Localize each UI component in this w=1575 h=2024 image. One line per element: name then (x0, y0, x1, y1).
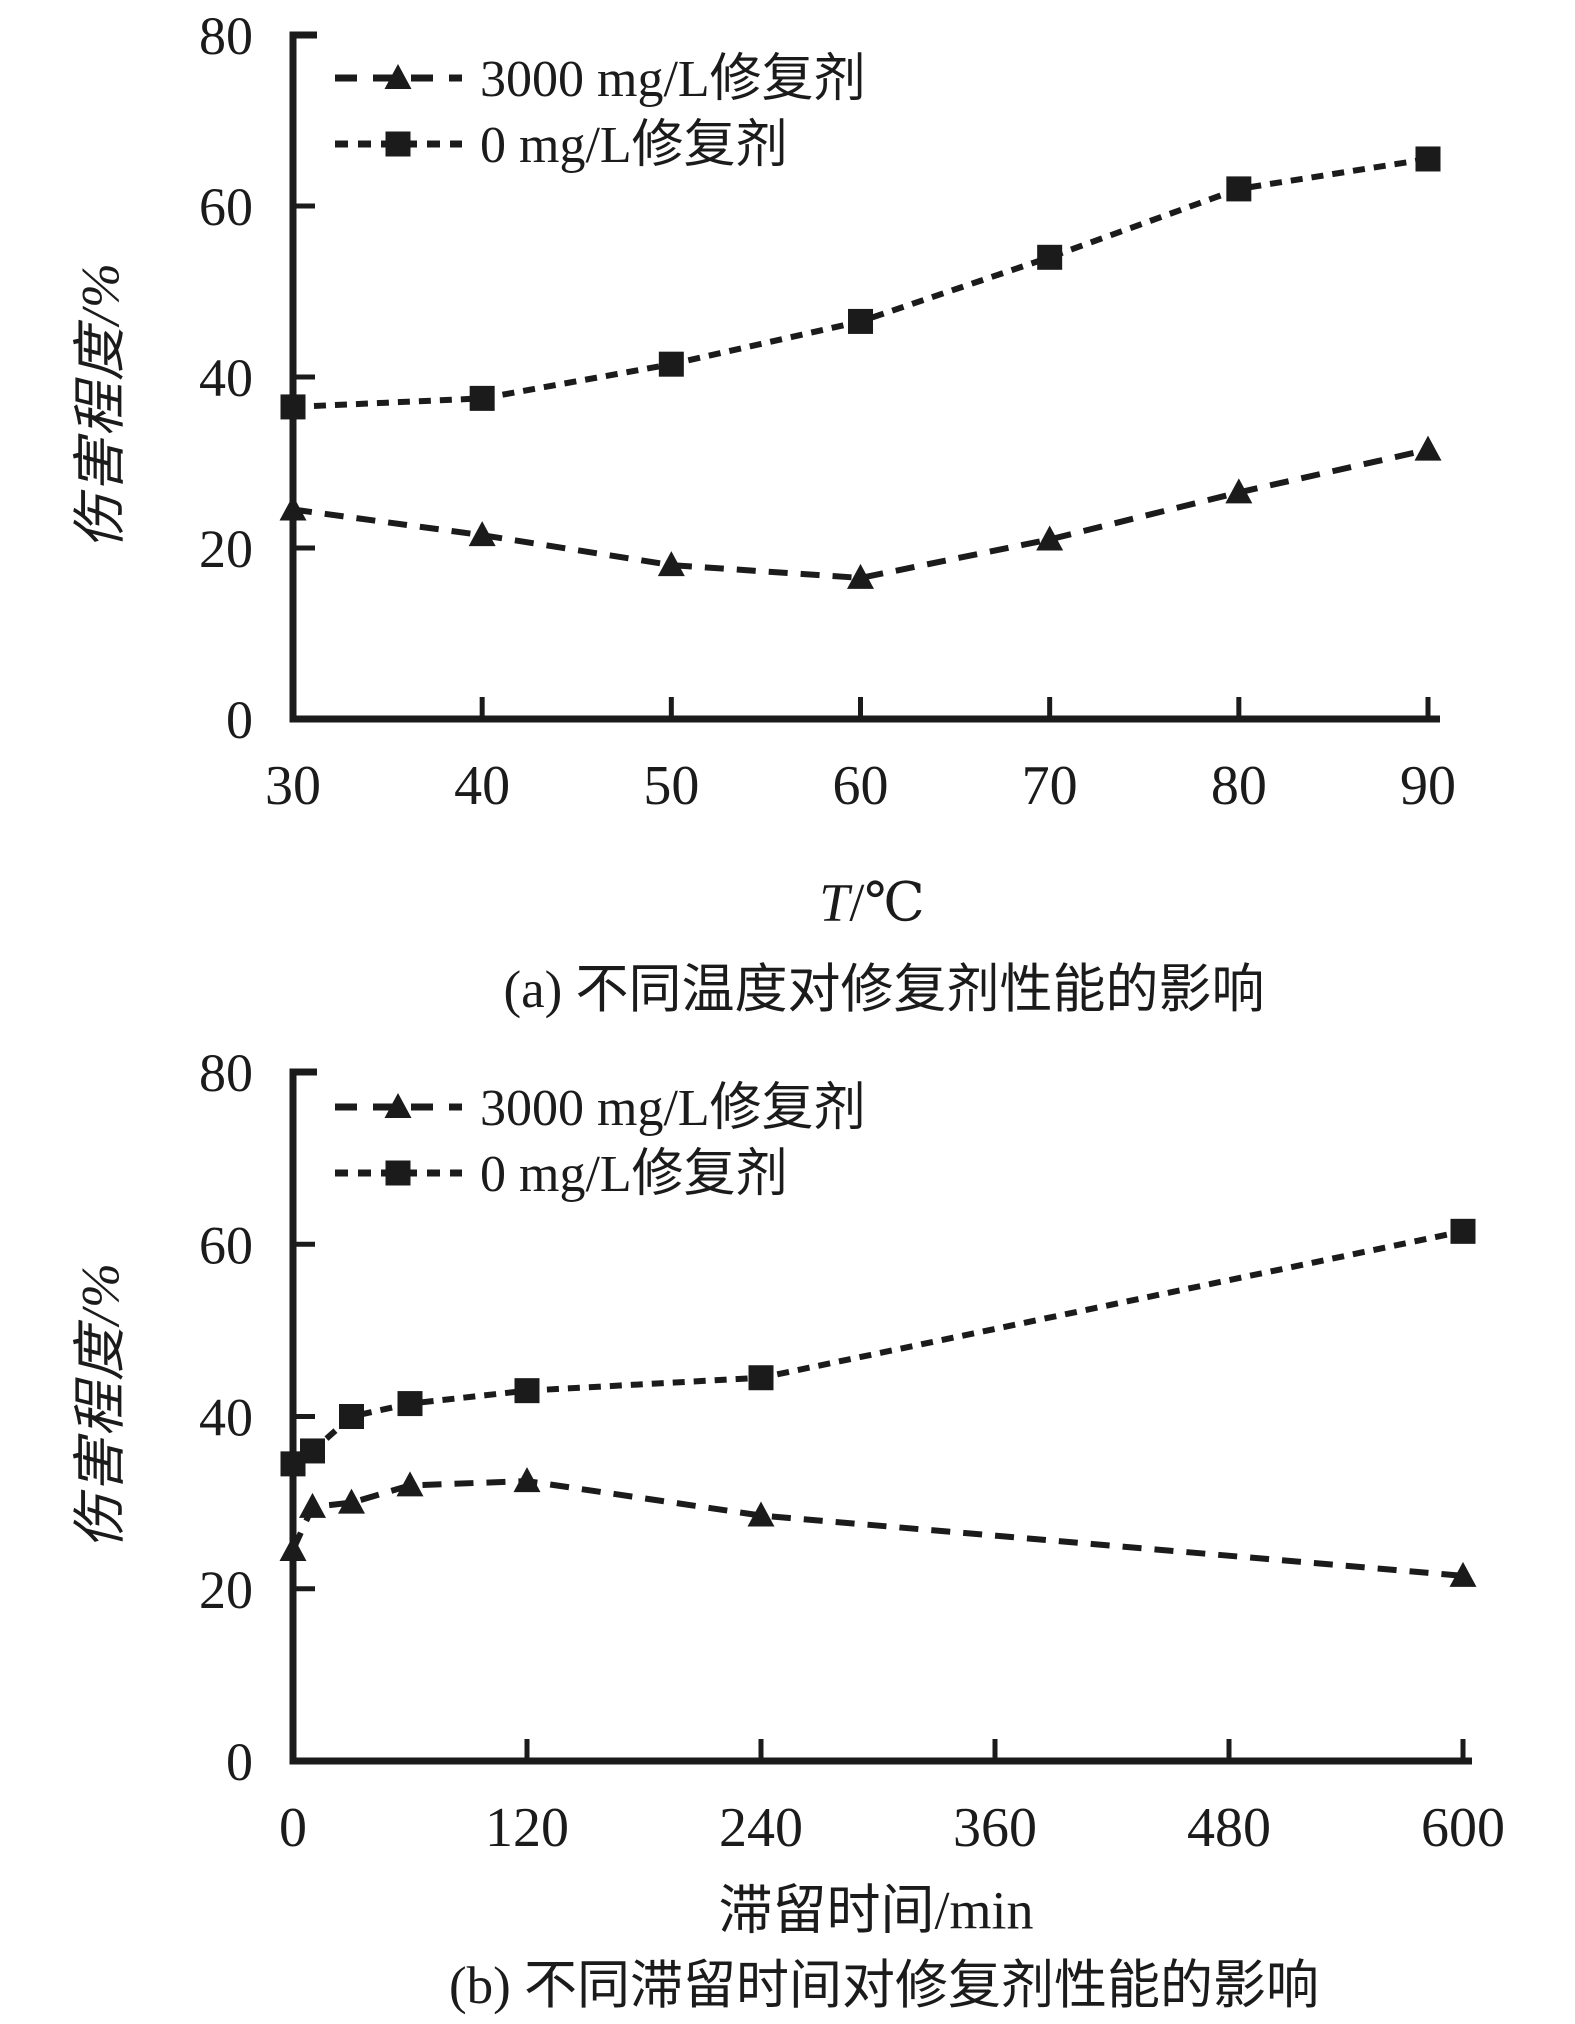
y-tick-label: 60 (199, 177, 253, 237)
data-point-triangle (747, 1501, 775, 1527)
y-tick-label: 80 (199, 6, 253, 66)
data-point-square (748, 1365, 774, 1391)
x-axis-label-b: 滞留时间/min (718, 1866, 1033, 1945)
data-point-triangle (468, 521, 496, 547)
y-tick-label: 20 (199, 1560, 253, 1620)
x-tick-label: 240 (719, 1797, 803, 1859)
data-point-triangle (279, 495, 307, 521)
series-line-triangle (290, 1478, 1464, 1579)
data-point-square (1415, 146, 1441, 172)
data-point-square (339, 1404, 364, 1429)
axes-line (289, 1068, 1472, 1765)
x-tick-label: 40 (454, 755, 510, 817)
y-axis-label-a: 伤害程度/% (70, 261, 131, 549)
chart-b-canvas: 0 20 40 60 80 0 120 240 360 480 600 3000 mg/L修复剂 0 m… (199, 1043, 1505, 1859)
x-tick-label: 60 (833, 755, 889, 817)
data-point-triangle (657, 551, 685, 577)
data-point-triangle (847, 563, 875, 589)
data-point-square (514, 1378, 540, 1404)
y-tick-label: 60 (199, 1215, 253, 1275)
data-point-square (469, 385, 495, 411)
x-axis-label-a-symbol: T (819, 872, 850, 933)
legend-label: 3000 mg/L修复剂 (480, 51, 866, 108)
x-tick-label: 0 (279, 1797, 307, 1859)
x-axis-label-a-unit: /℃ (849, 872, 925, 933)
data-point-square (848, 308, 874, 334)
x-tick-label: 80 (1211, 755, 1267, 817)
x-tick-label: 120 (485, 1797, 569, 1859)
data-point-square (280, 394, 306, 420)
legend-marker-square (385, 1160, 411, 1186)
x-tick-label: 360 (953, 1797, 1037, 1859)
y-tick-label: 40 (199, 348, 253, 408)
y-tick-label: 0 (226, 690, 253, 750)
x-axis-label-a: T/℃ (819, 871, 924, 934)
data-point-square (1450, 1218, 1476, 1244)
series-line-square (292, 156, 1429, 410)
y-tick-label: 20 (199, 519, 253, 579)
x-tick-label: 50 (643, 755, 699, 817)
data-point-square (1226, 176, 1252, 202)
caption-b: (b) 不同滞留时间对修复剂性能的影响 (448, 1957, 1320, 2015)
data-point-triangle (1449, 1561, 1477, 1587)
series-line-square (291, 1228, 1464, 1467)
legend-marker-square (385, 131, 411, 157)
data-point-triangle (1225, 478, 1253, 504)
y-axis-label-b: 伤害程度/% (70, 1261, 131, 1549)
data-point-square (300, 1438, 325, 1464)
data-point-triangle (338, 1488, 365, 1514)
y-tick-label: 40 (199, 1388, 253, 1448)
legend-label: 0 mg/L修复剂 (480, 1146, 788, 1203)
data-point-square (397, 1391, 423, 1417)
legend-marker-triangle (384, 1093, 412, 1118)
y-tick-label: 80 (199, 1043, 253, 1103)
x-axis-label-b-unit: 滞留时间/min (718, 1880, 1034, 1941)
data-point-triangle (299, 1492, 326, 1518)
x-tick-label: 30 (265, 755, 321, 817)
caption-a: (a) 不同温度对修复剂性能的影响 (503, 961, 1265, 1019)
legend-marker-triangle (384, 64, 412, 89)
data-point-square (658, 351, 684, 377)
y-tick-label: 0 (226, 1732, 253, 1792)
data-point-triangle (513, 1467, 541, 1493)
data-point-square (1037, 244, 1063, 270)
data-point-triangle (1414, 435, 1442, 461)
x-tick-label: 70 (1022, 755, 1078, 817)
chart-a-canvas: 0 20 40 60 80 30 40 50 60 70 80 90 3000 mg/L修复剂 0 mg/… (199, 6, 1456, 817)
legend-label: 0 mg/L修复剂 (480, 117, 788, 174)
x-tick-label: 480 (1187, 1797, 1271, 1859)
legend-label: 3000 mg/L修复剂 (480, 1080, 866, 1137)
axes-line (289, 31, 1440, 723)
x-tick-label: 600 (1421, 1797, 1505, 1859)
data-point-triangle (396, 1471, 424, 1497)
x-tick-label: 90 (1400, 755, 1456, 817)
data-point-triangle (279, 1535, 307, 1561)
data-point-triangle (1036, 525, 1064, 551)
series-line-triangle (292, 446, 1429, 581)
